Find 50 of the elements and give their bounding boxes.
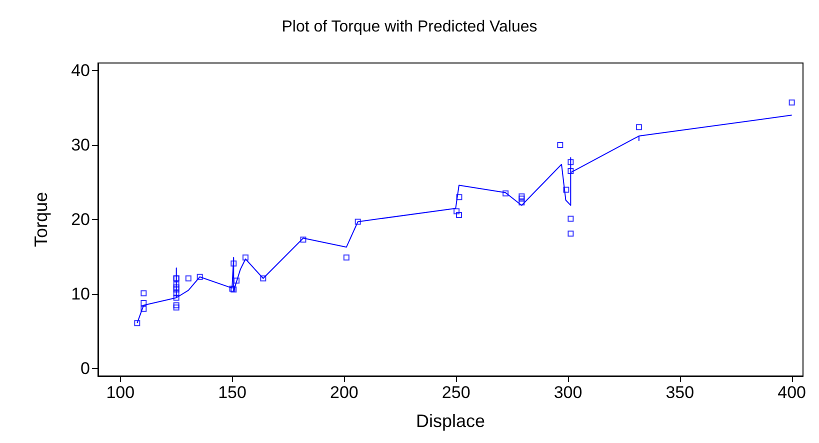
x-tick-label: 100 bbox=[106, 383, 135, 402]
point bbox=[636, 124, 642, 130]
point bbox=[173, 286, 180, 293]
x-tick-label: 200 bbox=[330, 383, 358, 402]
chart-title: Plot of Torque with Predicted Values bbox=[282, 18, 538, 36]
x-tick-label: 350 bbox=[666, 383, 694, 402]
y-tick-label: 20 bbox=[71, 210, 90, 229]
point bbox=[518, 196, 525, 202]
point bbox=[300, 236, 306, 243]
point bbox=[185, 275, 192, 282]
point bbox=[568, 230, 574, 237]
point bbox=[140, 300, 147, 306]
point bbox=[242, 254, 248, 261]
x-tick-label: 300 bbox=[554, 383, 582, 402]
point bbox=[788, 100, 795, 106]
point bbox=[456, 194, 462, 200]
point bbox=[140, 290, 147, 296]
point bbox=[260, 275, 266, 282]
point bbox=[454, 208, 460, 214]
point bbox=[563, 186, 570, 193]
point bbox=[230, 260, 237, 266]
point bbox=[173, 290, 180, 296]
y-axis-title: Torque bbox=[31, 192, 51, 248]
point bbox=[518, 199, 525, 206]
point bbox=[173, 294, 180, 301]
point bbox=[173, 304, 180, 310]
point bbox=[568, 159, 574, 166]
point bbox=[354, 218, 361, 225]
point bbox=[568, 168, 574, 174]
point bbox=[568, 216, 574, 222]
x-tick-label: 400 bbox=[778, 383, 806, 402]
point bbox=[456, 212, 462, 218]
point bbox=[173, 281, 180, 288]
point bbox=[234, 278, 240, 284]
y-tick-label: 30 bbox=[71, 135, 90, 154]
point bbox=[502, 190, 509, 196]
point bbox=[557, 142, 564, 148]
point bbox=[196, 274, 203, 280]
y-tick-label: 0 bbox=[80, 359, 90, 378]
point bbox=[343, 254, 350, 261]
y-tick-label: 40 bbox=[71, 60, 90, 80]
x-tick-label: 150 bbox=[218, 383, 246, 402]
point bbox=[173, 284, 180, 290]
x-tick-label: 250 bbox=[442, 383, 470, 402]
point bbox=[518, 193, 525, 200]
point bbox=[140, 306, 147, 312]
x-axis-title: Displace bbox=[416, 411, 486, 431]
y-tick-label: 10 bbox=[71, 284, 90, 304]
point bbox=[134, 320, 140, 326]
point bbox=[173, 302, 180, 308]
